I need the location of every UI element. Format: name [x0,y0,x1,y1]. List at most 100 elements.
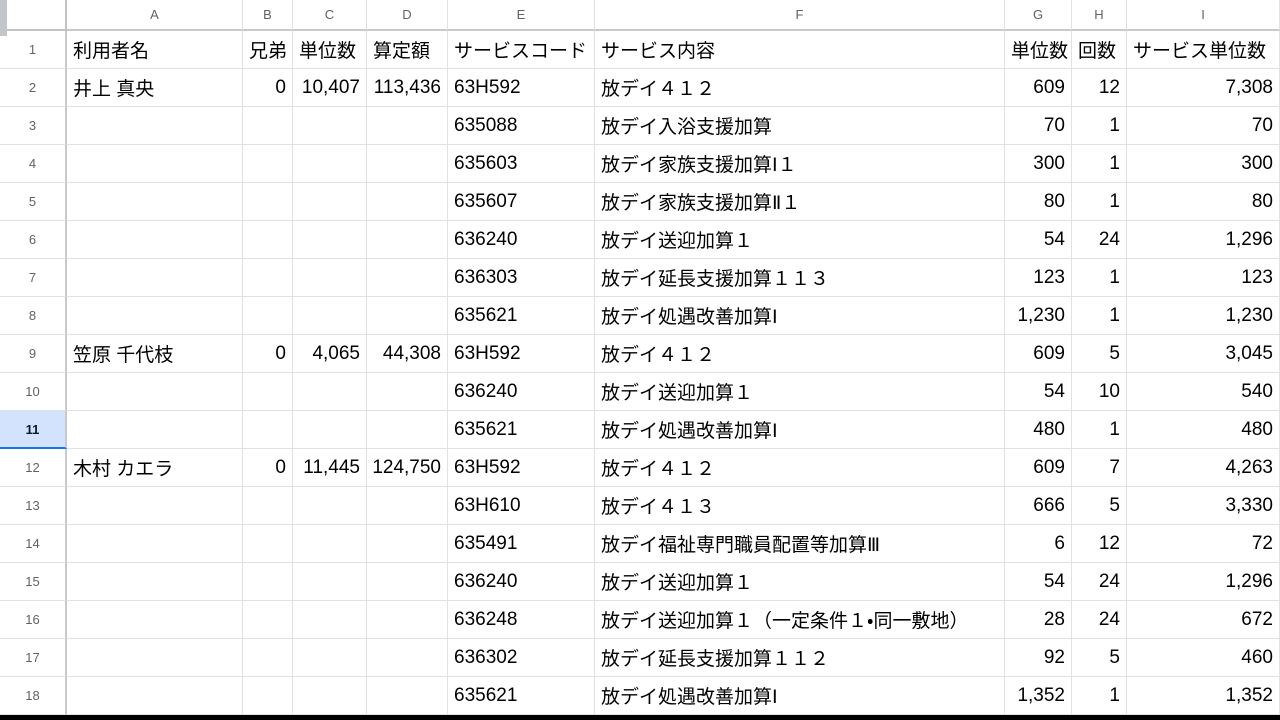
cell-I15[interactable]: 1,296 [1127,563,1280,601]
cell-G2[interactable]: 609 [1005,69,1072,107]
cell-I13[interactable]: 3,330 [1127,487,1280,525]
cell-D15[interactable] [367,563,448,601]
cell-D8[interactable] [367,297,448,335]
row-header-13[interactable]: 13 [0,487,67,525]
cell-B1[interactable]: 兄弟 [243,31,293,69]
cell-H4[interactable]: 1 [1072,145,1127,183]
cell-A12[interactable]: 木村 カエラ [67,449,243,487]
cell-A6[interactable] [67,221,243,259]
row-header-14[interactable]: 14 [0,525,67,563]
cell-I3[interactable]: 70 [1127,107,1280,145]
cell-I9[interactable]: 3,045 [1127,335,1280,373]
cell-D14[interactable] [367,525,448,563]
cell-B13[interactable] [243,487,293,525]
cell-D11[interactable] [367,411,448,449]
cell-H18[interactable]: 1 [1072,677,1127,715]
cell-F17[interactable]: 放デイ延長支援加算１１２ [595,639,1005,677]
cell-G14[interactable]: 6 [1005,525,1072,563]
cell-G1[interactable]: 単位数 [1005,31,1072,69]
cell-H12[interactable]: 7 [1072,449,1127,487]
cell-I10[interactable]: 540 [1127,373,1280,411]
column-header-H[interactable]: H [1072,0,1127,31]
cell-A18[interactable] [67,677,243,715]
cell-I8[interactable]: 1,230 [1127,297,1280,335]
cell-H2[interactable]: 12 [1072,69,1127,107]
cell-I6[interactable]: 1,296 [1127,221,1280,259]
cell-F5[interactable]: 放デイ家族支援加算Ⅱ１ [595,183,1005,221]
cell-F13[interactable]: 放デイ４１３ [595,487,1005,525]
cell-A2[interactable]: 井上 真央 [67,69,243,107]
cell-D16[interactable] [367,601,448,639]
cell-E6[interactable]: 636240 [448,221,595,259]
cell-H6[interactable]: 24 [1072,221,1127,259]
cell-A17[interactable] [67,639,243,677]
cell-C18[interactable] [293,677,367,715]
cell-C9[interactable]: 4,065 [293,335,367,373]
cell-D13[interactable] [367,487,448,525]
cell-B6[interactable] [243,221,293,259]
cell-A11[interactable] [67,411,243,449]
cell-F1[interactable]: サービス内容 [595,31,1005,69]
row-header-6[interactable]: 6 [0,221,67,259]
cell-I12[interactable]: 4,263 [1127,449,1280,487]
cell-C6[interactable] [293,221,367,259]
cell-H15[interactable]: 24 [1072,563,1127,601]
cell-I5[interactable]: 80 [1127,183,1280,221]
row-header-4[interactable]: 4 [0,145,67,183]
cell-G5[interactable]: 80 [1005,183,1072,221]
cell-H11[interactable]: 1 [1072,411,1127,449]
cell-F3[interactable]: 放デイ入浴支援加算 [595,107,1005,145]
cell-B8[interactable] [243,297,293,335]
cell-F11[interactable]: 放デイ処遇改善加算Ⅰ [595,411,1005,449]
cell-B2[interactable]: 0 [243,69,293,107]
cell-E12[interactable]: 63H592 [448,449,595,487]
cell-A14[interactable] [67,525,243,563]
cell-I11[interactable]: 480 [1127,411,1280,449]
cell-B5[interactable] [243,183,293,221]
cell-E16[interactable]: 636248 [448,601,595,639]
cell-D7[interactable] [367,259,448,297]
cell-C5[interactable] [293,183,367,221]
cell-C3[interactable] [293,107,367,145]
cell-H1[interactable]: 回数 [1072,31,1127,69]
cell-B9[interactable]: 0 [243,335,293,373]
cell-C10[interactable] [293,373,367,411]
cell-G3[interactable]: 70 [1005,107,1072,145]
cell-D5[interactable] [367,183,448,221]
cell-H10[interactable]: 10 [1072,373,1127,411]
row-header-1[interactable]: 1 [0,31,67,69]
cell-I1[interactable]: サービス単位数 [1127,31,1280,69]
cell-E4[interactable]: 635603 [448,145,595,183]
column-header-F[interactable]: F [595,0,1005,31]
column-header-G[interactable]: G [1005,0,1072,31]
cell-B3[interactable] [243,107,293,145]
cell-E15[interactable]: 636240 [448,563,595,601]
row-header-16[interactable]: 16 [0,601,67,639]
cell-B10[interactable] [243,373,293,411]
cell-C8[interactable] [293,297,367,335]
cell-F16[interactable]: 放デイ送迎加算１（一定条件１・同一敷地） [595,601,1005,639]
cell-B16[interactable] [243,601,293,639]
row-header-10[interactable]: 10 [0,373,67,411]
cell-B11[interactable] [243,411,293,449]
cell-G13[interactable]: 666 [1005,487,1072,525]
cell-B15[interactable] [243,563,293,601]
cell-E14[interactable]: 635491 [448,525,595,563]
cell-C1[interactable]: 単位数 [293,31,367,69]
cell-E8[interactable]: 635621 [448,297,595,335]
cell-C16[interactable] [293,601,367,639]
column-header-B[interactable]: B [243,0,293,31]
cell-E18[interactable]: 635621 [448,677,595,715]
cell-F7[interactable]: 放デイ延長支援加算１１３ [595,259,1005,297]
cell-A7[interactable] [67,259,243,297]
column-header-C[interactable]: C [293,0,367,31]
cell-I2[interactable]: 7,308 [1127,69,1280,107]
cell-A16[interactable] [67,601,243,639]
cell-A15[interactable] [67,563,243,601]
cell-G10[interactable]: 54 [1005,373,1072,411]
cell-A1[interactable]: 利用者名 [67,31,243,69]
cell-I16[interactable]: 672 [1127,601,1280,639]
cell-F15[interactable]: 放デイ送迎加算１ [595,563,1005,601]
cell-F9[interactable]: 放デイ４１２ [595,335,1005,373]
cell-G11[interactable]: 480 [1005,411,1072,449]
